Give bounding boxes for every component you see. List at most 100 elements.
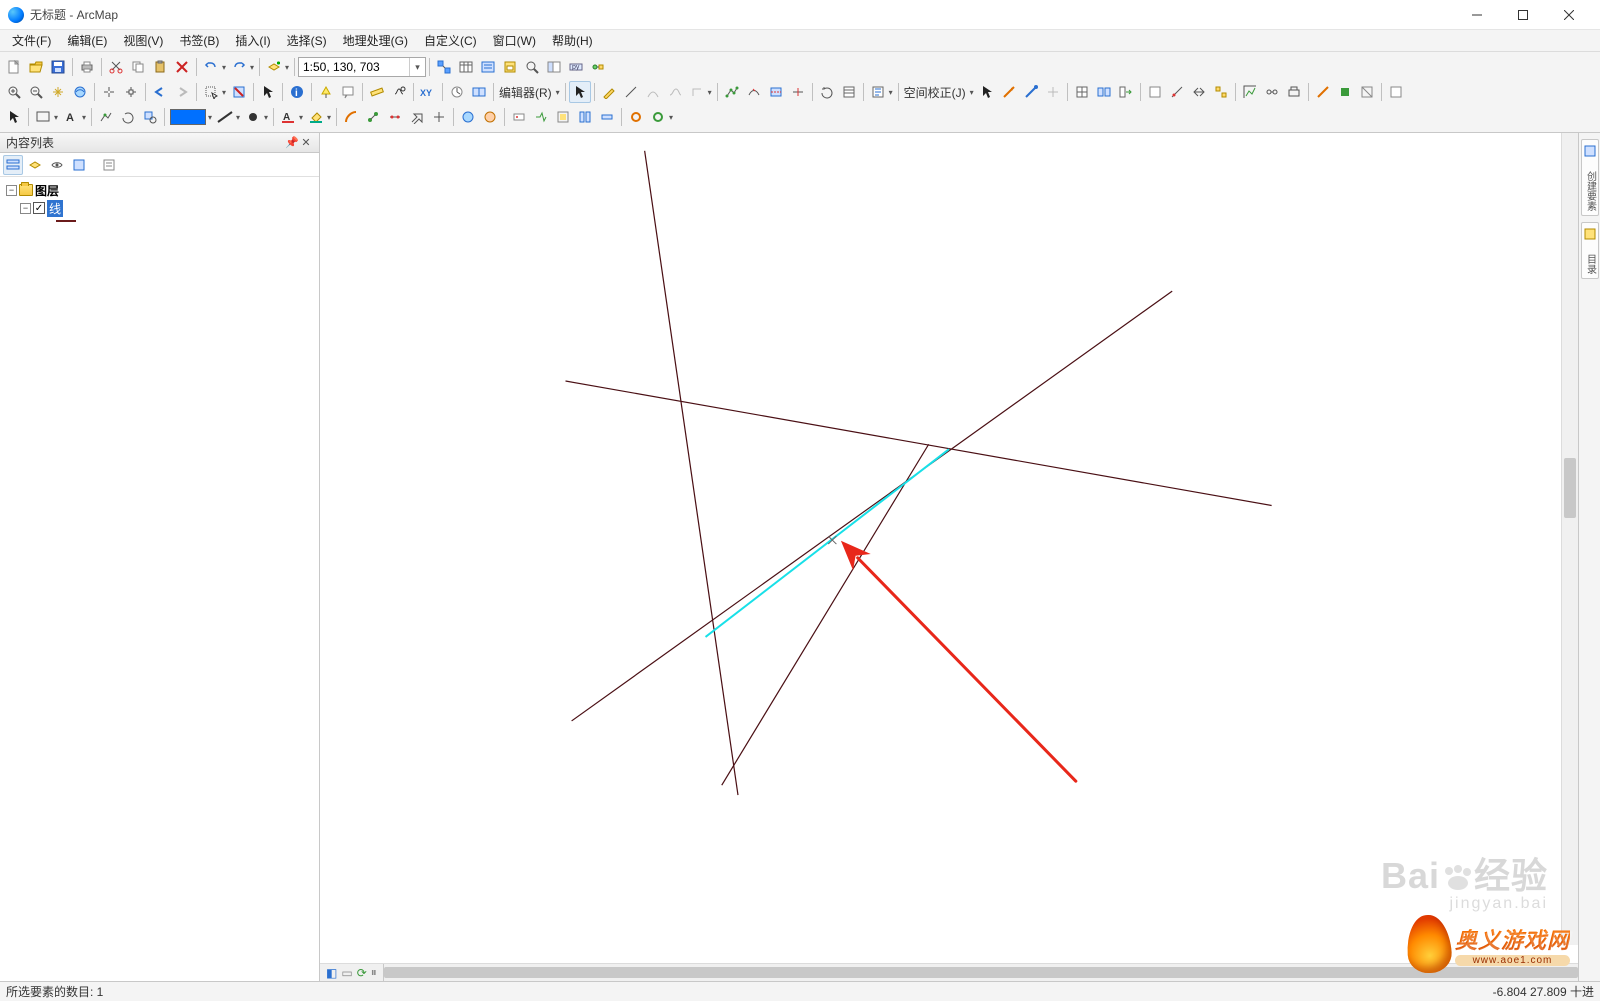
menu-window[interactable]: 窗口(W) xyxy=(485,30,544,51)
misc7-icon[interactable] xyxy=(647,106,669,128)
edit-vertices2-icon[interactable] xyxy=(95,106,117,128)
editor-menu[interactable]: 编辑器(R) xyxy=(497,84,556,101)
menu-edit[interactable]: 编辑(E) xyxy=(59,30,115,51)
menu-customize[interactable]: 自定义(C) xyxy=(416,30,485,51)
list-by-source-icon[interactable] xyxy=(25,155,45,175)
tool-b-icon[interactable] xyxy=(1166,81,1188,103)
misc3-icon[interactable] xyxy=(552,106,574,128)
reshape-icon[interactable] xyxy=(743,81,765,103)
minimize-button[interactable] xyxy=(1454,0,1500,30)
vertical-scrollbar[interactable] xyxy=(1561,133,1578,945)
text-icon[interactable]: A xyxy=(60,106,82,128)
select-elements-icon[interactable] xyxy=(257,81,279,103)
full-extent-icon[interactable] xyxy=(69,81,91,103)
tree-root[interactable]: − 图层 xyxy=(6,181,313,199)
clear-selection-icon[interactable] xyxy=(228,81,250,103)
draw-select-icon[interactable] xyxy=(3,106,25,128)
topo3-icon[interactable] xyxy=(1283,81,1305,103)
undo-icon[interactable] xyxy=(200,56,222,78)
misc6-icon[interactable] xyxy=(625,106,647,128)
cut-icon[interactable] xyxy=(105,56,127,78)
net3-icon[interactable] xyxy=(384,106,406,128)
delete-icon[interactable] xyxy=(171,56,193,78)
tree-layer[interactable]: − ✓ 线 xyxy=(6,199,313,217)
displacement-link-icon[interactable] xyxy=(998,81,1020,103)
time-slider-icon[interactable] xyxy=(446,81,468,103)
layer-name[interactable]: 线 xyxy=(47,200,63,217)
misc1-icon[interactable] xyxy=(508,106,530,128)
chevron-down-icon[interactable]: ▾ xyxy=(409,58,425,76)
marker-color-icon[interactable] xyxy=(242,106,264,128)
modelbuilder-icon[interactable] xyxy=(587,56,609,78)
topo5-icon[interactable] xyxy=(1334,81,1356,103)
tool-d-icon[interactable] xyxy=(1210,81,1232,103)
net1-icon[interactable] xyxy=(340,106,362,128)
menu-file[interactable]: 文件(F) xyxy=(4,30,59,51)
net2-icon[interactable] xyxy=(362,106,384,128)
options-icon[interactable] xyxy=(99,155,119,175)
map-canvas[interactable]: Bai经验 jingyan.bai xyxy=(320,133,1578,963)
select-features-icon[interactable] xyxy=(200,81,222,103)
paste-icon[interactable] xyxy=(149,56,171,78)
refresh-icon[interactable]: ⟳ xyxy=(357,966,367,980)
html-popup-icon[interactable] xyxy=(337,81,359,103)
toc-icon[interactable] xyxy=(477,56,499,78)
scale-combo[interactable]: ▾ xyxy=(298,57,426,77)
open-icon[interactable] xyxy=(25,56,47,78)
hyperlink-icon[interactable] xyxy=(315,81,337,103)
menu-insert[interactable]: 插入(I) xyxy=(227,30,278,51)
close-panel-icon[interactable]: ✕ xyxy=(299,136,313,149)
maximize-button[interactable] xyxy=(1500,0,1546,30)
layer-checkbox[interactable]: ✓ xyxy=(33,202,45,214)
view-link-table-icon[interactable] xyxy=(1071,81,1093,103)
trace-icon[interactable] xyxy=(664,81,686,103)
editor-toolbar-icon[interactable] xyxy=(433,56,455,78)
tool-c-icon[interactable] xyxy=(1188,81,1210,103)
close-button[interactable] xyxy=(1546,0,1592,30)
menu-selection[interactable]: 选择(S) xyxy=(279,30,335,51)
fill-color-dropdown[interactable]: ▾ xyxy=(206,113,214,122)
rotate-icon[interactable] xyxy=(816,81,838,103)
edit-annotation-icon[interactable] xyxy=(598,81,620,103)
endpoint-arc-icon[interactable] xyxy=(642,81,664,103)
table-icon[interactable] xyxy=(455,56,477,78)
pin-icon[interactable]: 📌 xyxy=(285,136,299,149)
right-angle-icon[interactable] xyxy=(686,81,708,103)
copy-icon[interactable] xyxy=(127,56,149,78)
arccatalog-icon[interactable] xyxy=(543,56,565,78)
edit-vertices-icon[interactable] xyxy=(721,81,743,103)
find-icon[interactable] xyxy=(388,81,410,103)
prev-extent-icon[interactable] xyxy=(149,81,171,103)
python-icon[interactable]: py xyxy=(565,56,587,78)
fixed-zoom-in-icon[interactable] xyxy=(98,81,120,103)
fill-color-swatch[interactable] xyxy=(170,109,206,125)
fixed-zoom-out-icon[interactable] xyxy=(120,81,142,103)
rotate2-icon[interactable] xyxy=(117,106,139,128)
zoom-out-icon[interactable] xyxy=(25,81,47,103)
scale-input[interactable] xyxy=(299,58,409,76)
misc5-icon[interactable] xyxy=(596,106,618,128)
misc4-icon[interactable] xyxy=(574,106,596,128)
save-icon[interactable] xyxy=(47,56,69,78)
font-color-icon[interactable]: A xyxy=(277,106,299,128)
expander-icon[interactable]: − xyxy=(6,185,17,196)
net5-icon[interactable] xyxy=(428,106,450,128)
new-icon[interactable] xyxy=(3,56,25,78)
zoom-in-icon[interactable] xyxy=(3,81,25,103)
hscroll-track[interactable] xyxy=(384,964,1578,981)
data-view-icon[interactable]: ◧ xyxy=(326,966,337,980)
select-elements2-icon[interactable] xyxy=(976,81,998,103)
topo1-icon[interactable] xyxy=(1239,81,1261,103)
tool-a-icon[interactable] xyxy=(1144,81,1166,103)
line-color-icon[interactable] xyxy=(214,106,236,128)
zoom-to-sel-icon[interactable] xyxy=(139,106,161,128)
list-by-selection-icon[interactable] xyxy=(69,155,89,175)
topo6-icon[interactable] xyxy=(1356,81,1378,103)
expander-icon[interactable]: − xyxy=(20,203,31,214)
list-by-visibility-icon[interactable] xyxy=(47,155,67,175)
attributes-icon[interactable] xyxy=(838,81,860,103)
menu-help[interactable]: 帮助(H) xyxy=(544,30,601,51)
goto-xy-icon[interactable]: XY xyxy=(417,81,439,103)
edit-tool-icon[interactable] xyxy=(569,81,591,103)
tab-catalog[interactable]: 目录 xyxy=(1581,222,1599,279)
